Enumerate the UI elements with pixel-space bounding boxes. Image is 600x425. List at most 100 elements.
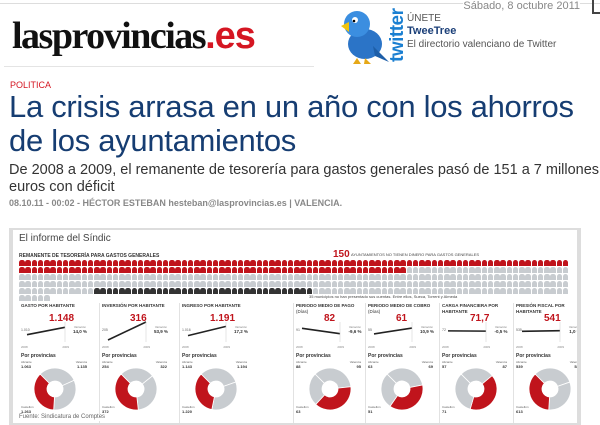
municipality-icon: [144, 288, 150, 294]
municipality-icon: [37, 295, 44, 301]
municipality-icon: [169, 274, 175, 280]
municipality-icon: [25, 281, 31, 287]
municipality-icon: [150, 267, 156, 273]
site-logo[interactable]: lasprovincias.es: [12, 14, 256, 58]
article-byline: 08.10.11 - 00:02 - HÉCTOR ESTEBAN hesteb…: [9, 198, 343, 208]
municipality-icon: [462, 267, 469, 273]
province-donut: [114, 367, 158, 411]
municipality-icon: [456, 288, 462, 294]
municipality-icon: [219, 260, 225, 266]
municipality-icon: [381, 274, 387, 280]
municipality-icon: [456, 260, 462, 266]
municipality-icon: [312, 288, 319, 294]
province-valencia: Valencia 322: [155, 360, 167, 369]
municipality-icon: [469, 281, 475, 287]
municipality-icon: [87, 267, 94, 273]
municipality-icon: [312, 274, 319, 280]
divider: [4, 66, 314, 67]
municipality-icon: [462, 281, 469, 287]
municipality-icon: [306, 260, 312, 266]
municipality-icon: [231, 274, 237, 280]
municipality-icon: [212, 274, 219, 280]
municipality-icon: [344, 281, 350, 287]
municipality-icon: [475, 267, 481, 273]
year-labels: 2008 2009: [182, 345, 230, 349]
municipality-icon: [269, 281, 275, 287]
municipality-icon: [494, 267, 500, 273]
municipality-icon: [31, 260, 37, 266]
municipality-icon: [406, 267, 412, 273]
municipality-icon: [456, 274, 462, 280]
municipality-icon: [300, 267, 306, 273]
municipality-icon: [119, 281, 125, 287]
municipality-icon: [519, 288, 525, 294]
municipality-icon: [469, 260, 475, 266]
municipality-icon: [562, 260, 569, 266]
province-donut: [528, 367, 572, 411]
municipality-icon: [106, 288, 112, 294]
municipality-icon: [81, 267, 87, 273]
indicator-panel: CARGA FINANCIERA POR HABITANTE 71,7 72 V…: [439, 303, 509, 423]
source-note: Fuente: Sindicatura de Comptes: [19, 414, 106, 421]
municipality-icon: [119, 288, 125, 294]
infographic[interactable]: El informe del Síndic REMANENTE DE TESOR…: [9, 228, 581, 425]
promo-title[interactable]: TweeTree: [407, 25, 457, 37]
municipality-icon: [250, 288, 256, 294]
municipality-icon: [550, 288, 556, 294]
municipality-icon: [450, 281, 456, 287]
municipality-icon: [369, 281, 375, 287]
donut-segment: [211, 381, 238, 411]
municipality-icon: [256, 274, 262, 280]
municipality-icon: [556, 288, 562, 294]
municipality-icon: [412, 260, 419, 266]
provinces-label: Por provincias: [442, 353, 477, 359]
municipality-icon: [312, 267, 319, 273]
municipality-icon: [200, 267, 206, 273]
municipality-icon: [512, 267, 519, 273]
municipality-icon: [431, 267, 437, 273]
section-link[interactable]: POLITICA: [10, 80, 52, 90]
municipality-icon: [125, 267, 131, 273]
municipality-icon: [125, 281, 131, 287]
trend-line: [447, 322, 487, 342]
municipality-icon: [487, 288, 494, 294]
municipality-icon: [325, 274, 331, 280]
municipality-icon: [556, 260, 562, 266]
municipality-icon: [300, 281, 306, 287]
municipality-icon: [262, 274, 269, 280]
municipality-icon: [269, 267, 275, 273]
municipality-icon: [44, 267, 50, 273]
municipality-icon: [219, 274, 225, 280]
municipality-icon: [437, 281, 444, 287]
municipality-icon: [81, 281, 87, 287]
municipality-icon: [375, 260, 381, 266]
donut-segment: [315, 386, 352, 411]
municipality-icon: [281, 281, 287, 287]
municipality-icon: [325, 267, 331, 273]
panel-start-value: 72: [442, 328, 446, 332]
municipality-icon: [519, 274, 525, 280]
municipality-icon: [287, 281, 294, 287]
municipality-icon: [50, 274, 56, 280]
indicator-panels: GASTO POR HABITANTE 1.148 1.010 Variació…: [19, 303, 577, 423]
municipality-icon: [494, 274, 500, 280]
municipality-icon: [169, 267, 175, 273]
tweetree-promo[interactable]: twitter ÚNETE TweeTree El directorio val…: [335, 4, 600, 66]
municipality-icon: [244, 267, 250, 273]
panel-variation: Variación 10,9 %: [420, 325, 435, 334]
panel-variation: Variación -0,5 %: [494, 325, 508, 334]
municipality-icon: [256, 281, 262, 287]
donut-segment: [114, 373, 139, 411]
municipality-icon: [531, 267, 537, 273]
province-castellon: Castellón 372: [102, 405, 115, 414]
province-valencia: Valencia 69: [421, 360, 433, 369]
municipality-icon: [62, 260, 69, 266]
municipality-icon: [550, 267, 556, 273]
municipality-icon: [75, 281, 81, 287]
municipality-icon: [400, 274, 406, 280]
municipality-icon: [531, 274, 537, 280]
municipality-icon: [294, 288, 300, 294]
municipality-icon: [387, 281, 394, 287]
municipality-icon: [156, 274, 162, 280]
municipality-icon: [356, 288, 362, 294]
